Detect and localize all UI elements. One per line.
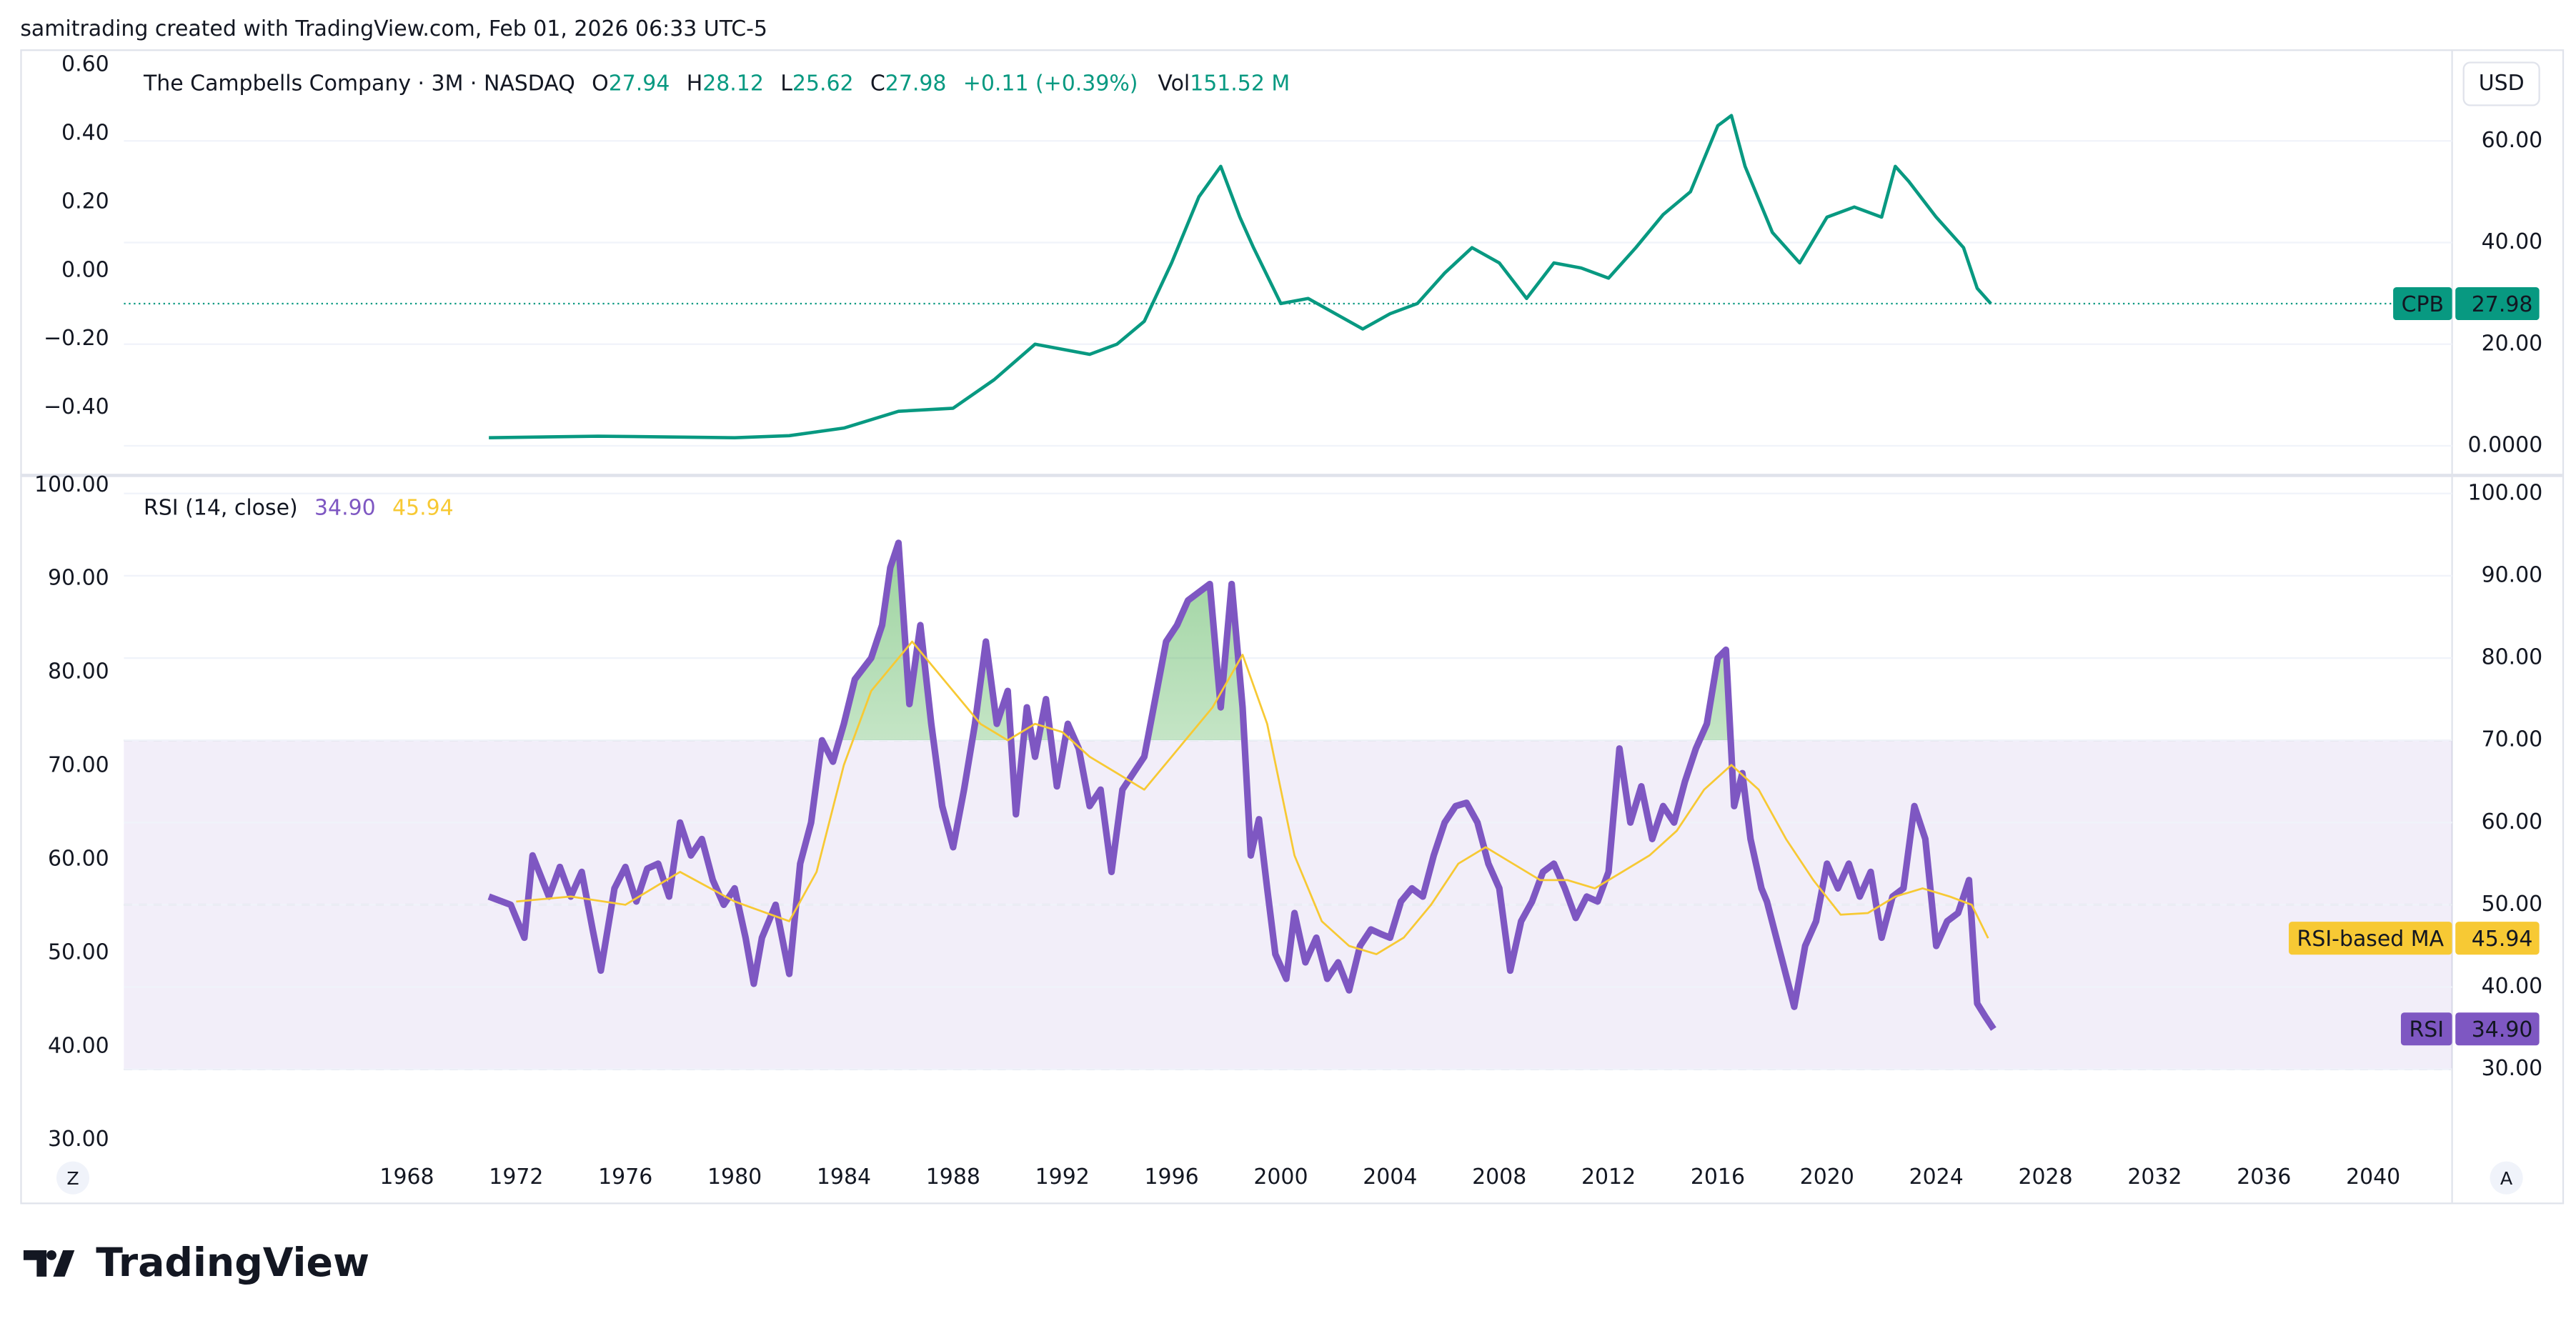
button-a-label[interactable]: A (2500, 1167, 2513, 1189)
price-tag-value: 34.90 (2472, 1017, 2533, 1042)
brand: TradingView (96, 1240, 369, 1286)
y-tick-label: 40.00 (2482, 974, 2543, 999)
price-tag-name: RSI (2409, 1017, 2444, 1042)
x-tick-label: 1976 (598, 1165, 652, 1190)
ohlc-label: C (870, 71, 885, 96)
x-tick-label: 1968 (379, 1165, 434, 1190)
brand-icon (23, 1250, 75, 1277)
button-z-label[interactable]: Z (66, 1167, 79, 1189)
ohlc-value: 25.62 (792, 71, 854, 96)
legend-value: 45.94 (392, 495, 454, 520)
volume-label: Vol (1158, 71, 1190, 96)
x-tick-label: 1988 (926, 1165, 980, 1190)
x-tick-label: 1984 (817, 1165, 871, 1190)
chart-frame (20, 49, 2565, 1205)
x-tick-label: 2008 (1472, 1165, 1526, 1190)
price-tag-name: CPB (2402, 292, 2444, 317)
y2-tick-label: 40.00 (48, 1033, 109, 1058)
x-tick-label: 1992 (1035, 1165, 1090, 1190)
ohlc-value: 28.12 (702, 71, 764, 96)
x-tick-label: 2032 (2127, 1165, 2182, 1190)
y-tick-label: 70.00 (2482, 727, 2543, 752)
symbol-title: The Campbells Company · 3M · NASDAQ (143, 71, 575, 96)
series-line (489, 114, 1992, 439)
x-tick-label: 2000 (1253, 1165, 1308, 1190)
ohlc-label: O (592, 71, 609, 96)
y2-tick-label: 0.40 (61, 120, 109, 145)
x-tick-label: 1980 (707, 1165, 762, 1190)
price-tag-bg (2455, 1012, 2540, 1046)
legend: The Campbells Company · 3M · NASDAQ O27.… (143, 71, 1290, 96)
brand-logo (23, 1250, 75, 1277)
y2-tick-label: 30.00 (48, 1127, 109, 1152)
legend-value: 34.90 (314, 495, 376, 520)
x-tick-label: 2020 (1800, 1165, 1854, 1190)
y-tick-label: 20.00 (2482, 331, 2543, 356)
ohlc-label: L (780, 71, 792, 96)
y2-tick-label: 0.60 (61, 52, 109, 77)
y-tick-label: 40.00 (2482, 229, 2543, 254)
price-tag-name: RSI-based MA (2297, 927, 2445, 952)
button-a[interactable] (2490, 1161, 2523, 1195)
x-tick-label: 2028 (2018, 1165, 2072, 1190)
button-z[interactable] (56, 1161, 90, 1195)
attribution: samitrading created with TradingView.com… (20, 16, 767, 41)
y-tick-label: 80.00 (2482, 645, 2543, 670)
x-tick-label: 2012 (1581, 1165, 1636, 1190)
x-tick-label: 2004 (1363, 1165, 1417, 1190)
y2-tick-label: 80.00 (48, 659, 109, 684)
price-tag-bg (2455, 922, 2540, 955)
y-tick-label: 30.00 (2482, 1056, 2543, 1081)
y2-tick-label: 70.00 (48, 753, 109, 778)
overbought-fill (489, 542, 1994, 741)
ohlc-value: 27.94 (609, 71, 670, 96)
y-tick-label: 60.00 (2482, 128, 2543, 153)
indicator-title: RSI (14, close) (144, 495, 298, 520)
x-tick-label: 2040 (2346, 1165, 2400, 1190)
y-tick-label: 50.00 (2482, 892, 2543, 917)
y2-tick-label: 0.00 (61, 257, 109, 282)
y2-tick-label: 60.00 (48, 846, 109, 871)
price-tag-name-bg (2393, 286, 2452, 321)
price-tag-name-bg (2289, 922, 2452, 955)
price-tag-bg (2455, 286, 2540, 321)
ohlc-label: H (687, 71, 702, 96)
x-tick-label: 1996 (1145, 1165, 1199, 1190)
y2-tick-label: −0.40 (44, 394, 109, 419)
y2-tick-label: 50.00 (48, 939, 109, 964)
y-tick-label: 60.00 (2482, 809, 2543, 834)
currency-box[interactable] (2462, 61, 2540, 106)
y2-tick-label: 0.20 (61, 189, 109, 214)
brand-icon-dot (46, 1250, 56, 1260)
y-tick-label: 100.00 (2468, 480, 2543, 505)
series-line (487, 539, 1996, 1031)
y2-tick-label: −0.20 (44, 326, 109, 351)
x-tick-label: 1972 (489, 1165, 543, 1190)
x-tick-label: 2016 (1691, 1165, 1745, 1190)
volume-value: 151.52 M (1190, 71, 1290, 96)
ohlc-value: 27.98 (885, 71, 947, 96)
price-tag-value: 27.98 (2472, 292, 2533, 317)
x-tick-label: 2036 (2237, 1165, 2291, 1190)
currency[interactable]: USD (2479, 71, 2525, 96)
price-tag-name-bg (2400, 1012, 2452, 1046)
y-tick-label: 0.0000 (2468, 433, 2543, 458)
y2-tick-label: 100.00 (34, 472, 109, 497)
series-line (516, 640, 1989, 955)
change: +0.11 (+0.39%) (963, 71, 1138, 96)
legend: RSI (14, close) 34.90 45.94 (144, 495, 454, 520)
y-tick-label: 90.00 (2482, 562, 2543, 587)
x-tick-label: 2024 (1909, 1165, 1964, 1190)
y2-tick-label: 90.00 (48, 566, 109, 591)
price-tag-value: 45.94 (2472, 927, 2533, 952)
